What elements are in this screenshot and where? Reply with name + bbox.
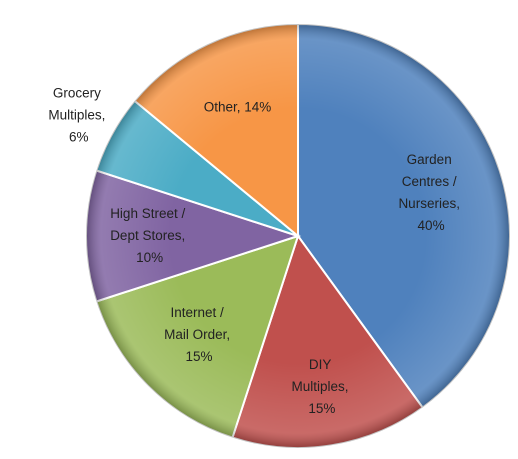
data-label: Other, 14% (204, 99, 272, 114)
data-label: Garden Centres / Nurseries, 40% (398, 151, 463, 232)
data-label: DIY Multiples, 15% (291, 356, 352, 415)
labels: Garden Centres / Nurseries, 40% DIY Multi… (48, 85, 463, 415)
data-label: Grocery Multiples, 6% (48, 85, 109, 144)
data-label: Internet / Mail Order, 15% (164, 305, 234, 364)
data-label: High Street / Dept Stores, 10% (110, 206, 189, 265)
